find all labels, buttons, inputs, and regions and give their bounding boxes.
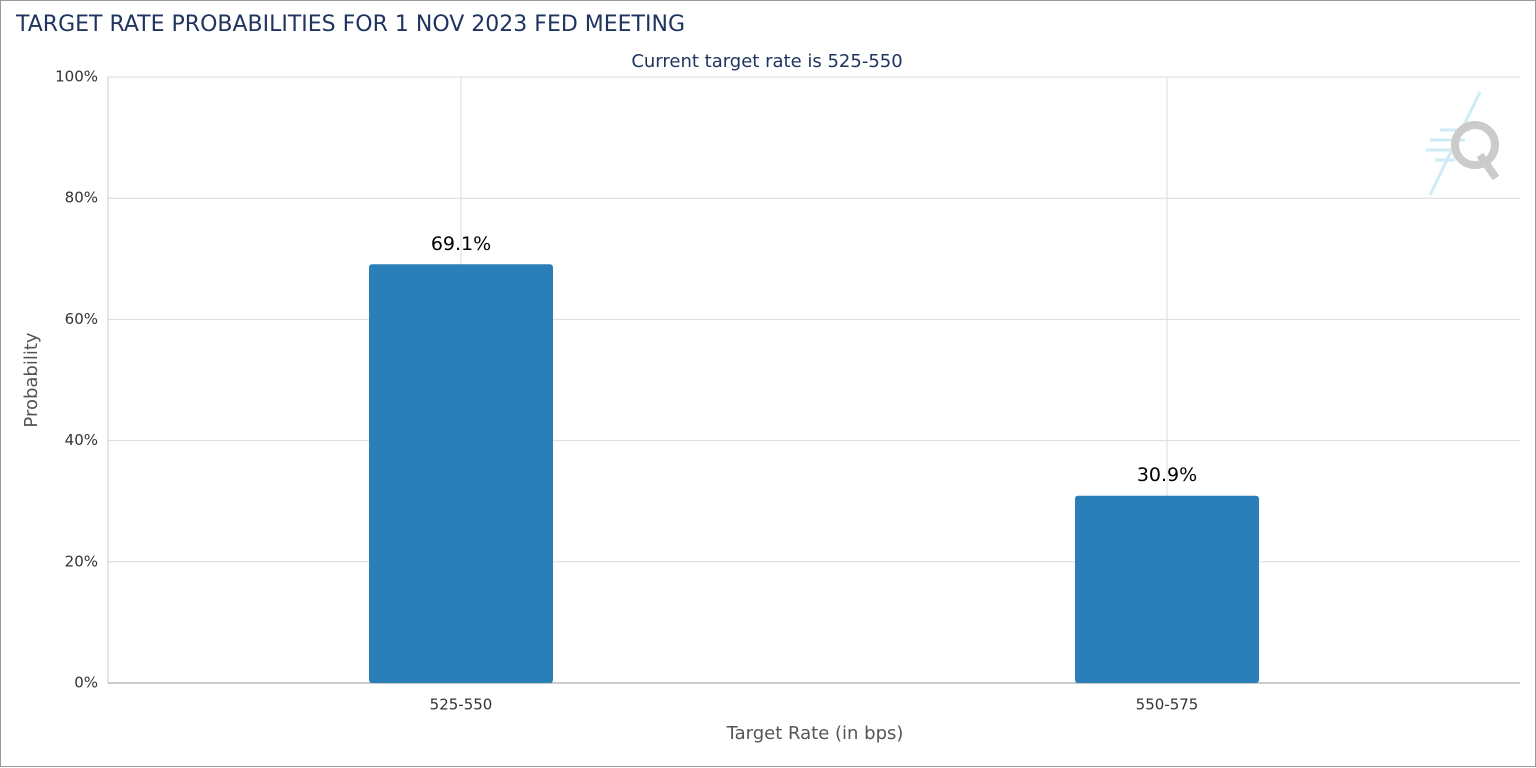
y-tick-label: 40% bbox=[65, 431, 98, 449]
x-tick-label: 525-550 bbox=[430, 696, 493, 714]
bar bbox=[369, 264, 553, 683]
chart-subtitle: Current target rate is 525-550 bbox=[631, 51, 902, 72]
y-tick-label: 0% bbox=[74, 674, 98, 692]
x-axis-label: Target Rate (in bps) bbox=[726, 723, 904, 744]
y-axis-label: Probability bbox=[21, 332, 42, 427]
x-tick-label: 550-575 bbox=[1136, 696, 1199, 714]
data-label: 30.9% bbox=[1137, 464, 1197, 486]
chart-title: TARGET RATE PROBABILITIES FOR 1 NOV 2023… bbox=[15, 12, 685, 37]
data-label: 69.1% bbox=[431, 233, 491, 255]
y-tick-label: 80% bbox=[65, 189, 98, 207]
watermark bbox=[1426, 91, 1500, 196]
bar bbox=[1075, 495, 1259, 683]
y-tick-label: 20% bbox=[65, 552, 98, 570]
y-tick-label: 60% bbox=[65, 310, 98, 328]
y-tick-label: 100% bbox=[55, 68, 98, 86]
